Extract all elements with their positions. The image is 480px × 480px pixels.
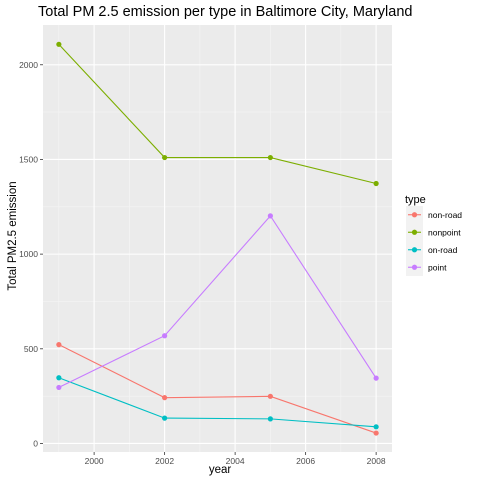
x-tick-label: 2000 <box>85 456 104 466</box>
series-line-on-road <box>58 377 377 428</box>
data-point-point <box>267 213 273 219</box>
data-point-nonpoint <box>56 41 62 47</box>
series-line-non-road <box>58 344 377 434</box>
x-axis-ticks: 2000 2002 2004 2006 2008 <box>85 452 386 466</box>
data-point-nonpoint <box>267 154 273 161</box>
data-point-nonpoint <box>373 180 379 187</box>
data-point-nonpoint <box>162 154 168 161</box>
y-tick-label: 1500 <box>19 154 38 164</box>
data-point-non-road <box>267 393 273 399</box>
x-tick-label: 2008 <box>367 456 386 466</box>
legend-key-point-nonpoint <box>411 229 418 235</box>
series-line-point <box>58 214 377 388</box>
legend-key-point-point <box>411 264 418 270</box>
legend-label-non-road: non-road <box>428 210 462 220</box>
data-point-on-road <box>162 415 168 421</box>
legend-key-point-non-road <box>411 212 418 218</box>
data-point-on-road <box>373 424 379 430</box>
grid-major <box>43 25 392 452</box>
y-tick-label: 2000 <box>19 60 38 70</box>
data-point-point <box>162 333 168 339</box>
y-tick-label: 0 <box>33 438 38 448</box>
data-point-on-road <box>267 416 273 422</box>
y-tick-label: 1000 <box>19 249 38 259</box>
legend-key-point-on-road <box>411 247 418 253</box>
data-point-point <box>373 375 379 381</box>
legend-label-nonpoint: nonpoint <box>428 227 461 237</box>
plot-panel <box>43 25 392 452</box>
legend: type non-road nonpoint on-road point <box>405 194 462 276</box>
series-lines <box>58 43 377 434</box>
series-line-nonpoint <box>58 43 377 185</box>
x-tick-label: 2004 <box>226 456 245 466</box>
x-tick-label: 2006 <box>296 456 315 466</box>
x-tick-label: 2002 <box>155 456 174 466</box>
data-point-point <box>56 384 62 391</box>
x-axis-title: year <box>209 464 232 476</box>
legend-title: type <box>405 194 426 206</box>
data-point-non-road <box>162 395 168 401</box>
y-axis-title: Total PM2.5 emission <box>7 181 19 290</box>
y-axis-ticks: 0 500 1000 1500 2000 <box>19 60 43 448</box>
y-tick-label: 500 <box>24 344 38 354</box>
data-point-on-road <box>56 375 62 381</box>
data-point-non-road <box>56 342 62 348</box>
grid-minor <box>43 25 392 452</box>
series-points <box>56 41 379 436</box>
chart-title: Total PM 2.5 emission per type in Baltim… <box>38 4 412 20</box>
legend-label-on-road: on-road <box>428 245 458 255</box>
legend-label-point: point <box>428 262 447 272</box>
data-point-non-road <box>373 430 379 436</box>
